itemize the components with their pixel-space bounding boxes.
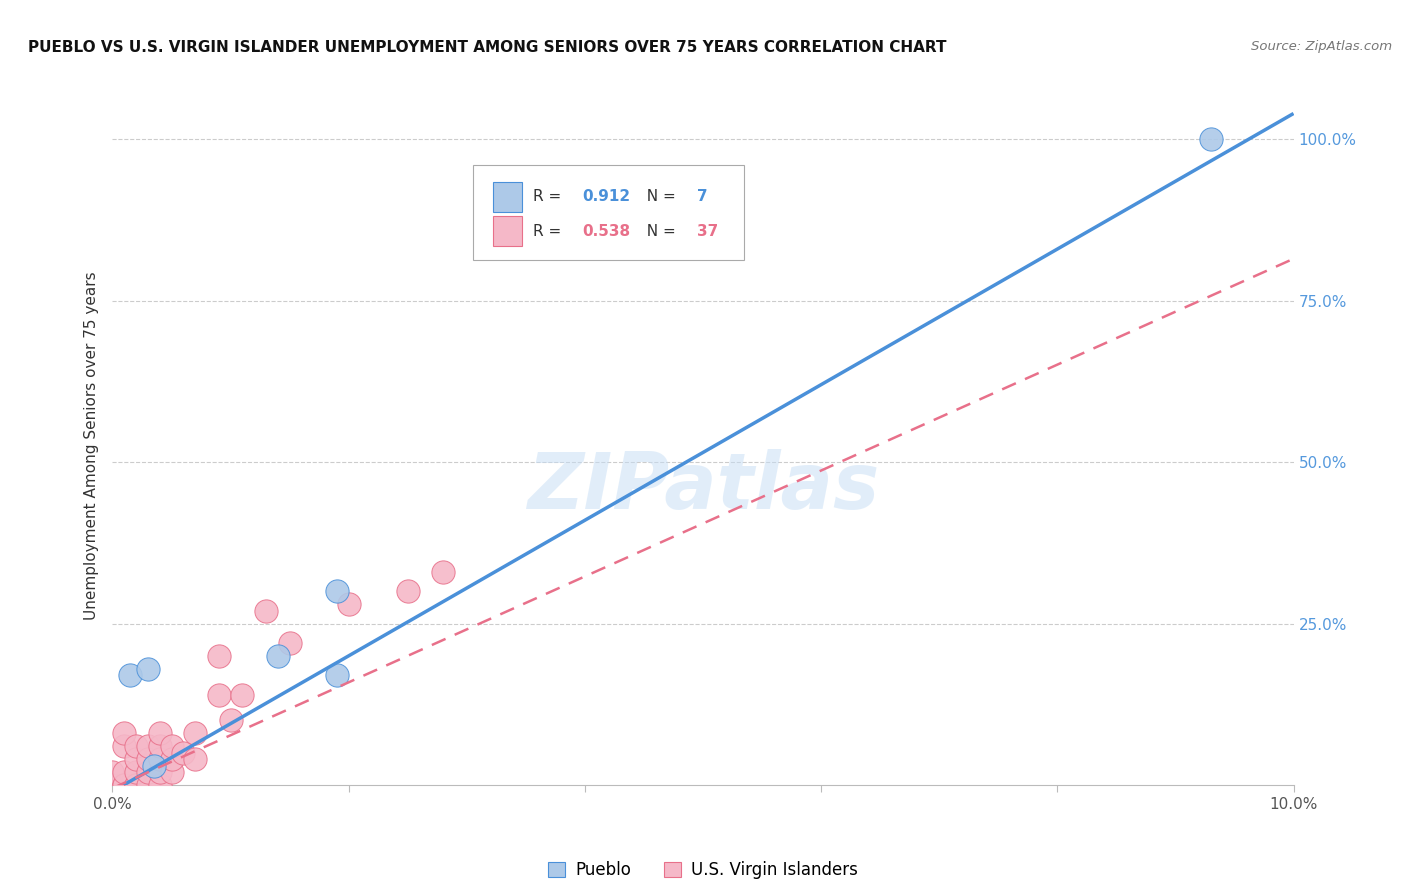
Point (120, 668, 142, 682)
Point (254, 604, 277, 618)
Point (136, 778, 159, 792)
Text: R =: R = (533, 224, 567, 238)
Point (160, 765, 183, 780)
Point (184, 726, 207, 740)
Point (326, 584, 349, 599)
Text: 7: 7 (697, 189, 707, 204)
Text: 0.912: 0.912 (582, 189, 631, 204)
Point (1199, 132, 1222, 146)
Text: R =: R = (533, 189, 567, 204)
Point (432, 565, 454, 579)
Point (136, 662, 159, 676)
Point (101, 765, 124, 780)
Point (160, 752, 183, 766)
Point (136, 765, 159, 780)
Point (101, 778, 124, 792)
Point (101, 778, 124, 792)
Point (396, 584, 419, 599)
Point (112, 726, 135, 740)
Point (112, 778, 135, 792)
Point (149, 726, 172, 740)
Text: PUEBLO VS U.S. VIRGIN ISLANDER UNEMPLOYMENT AMONG SENIORS OVER 75 YEARS CORRELAT: PUEBLO VS U.S. VIRGIN ISLANDER UNEMPLOYM… (28, 40, 946, 55)
Point (142, 758, 165, 772)
Point (208, 688, 231, 702)
Text: 37: 37 (697, 224, 718, 238)
Point (149, 739, 172, 754)
Point (208, 648, 231, 663)
Text: Source: ZipAtlas.com: Source: ZipAtlas.com (1251, 40, 1392, 54)
Y-axis label: Unemployment Among Seniors over 75 years: Unemployment Among Seniors over 75 years (84, 272, 100, 620)
Point (112, 765, 135, 780)
Point (267, 648, 290, 663)
Point (125, 739, 148, 754)
Point (326, 668, 349, 682)
Point (337, 597, 360, 611)
Point (136, 739, 159, 754)
Text: 0.538: 0.538 (582, 224, 631, 238)
Point (160, 739, 183, 754)
Text: N =: N = (637, 224, 681, 238)
Point (149, 778, 172, 792)
Point (231, 688, 253, 702)
Point (172, 746, 194, 760)
FancyBboxPatch shape (472, 165, 744, 260)
Point (125, 752, 148, 766)
Point (278, 636, 301, 650)
Point (184, 752, 207, 766)
Point (136, 752, 159, 766)
Point (219, 714, 242, 728)
Point (125, 778, 148, 792)
Point (112, 778, 135, 792)
Point (149, 765, 172, 780)
Point (125, 765, 148, 780)
FancyBboxPatch shape (492, 216, 522, 246)
Point (125, 778, 148, 792)
Point (112, 739, 135, 754)
Point (149, 752, 172, 766)
Text: ZIPatlas: ZIPatlas (527, 449, 879, 524)
FancyBboxPatch shape (492, 182, 522, 212)
Text: N =: N = (637, 189, 681, 204)
Legend: Pueblo, U.S. Virgin Islanders: Pueblo, U.S. Virgin Islanders (541, 855, 865, 886)
